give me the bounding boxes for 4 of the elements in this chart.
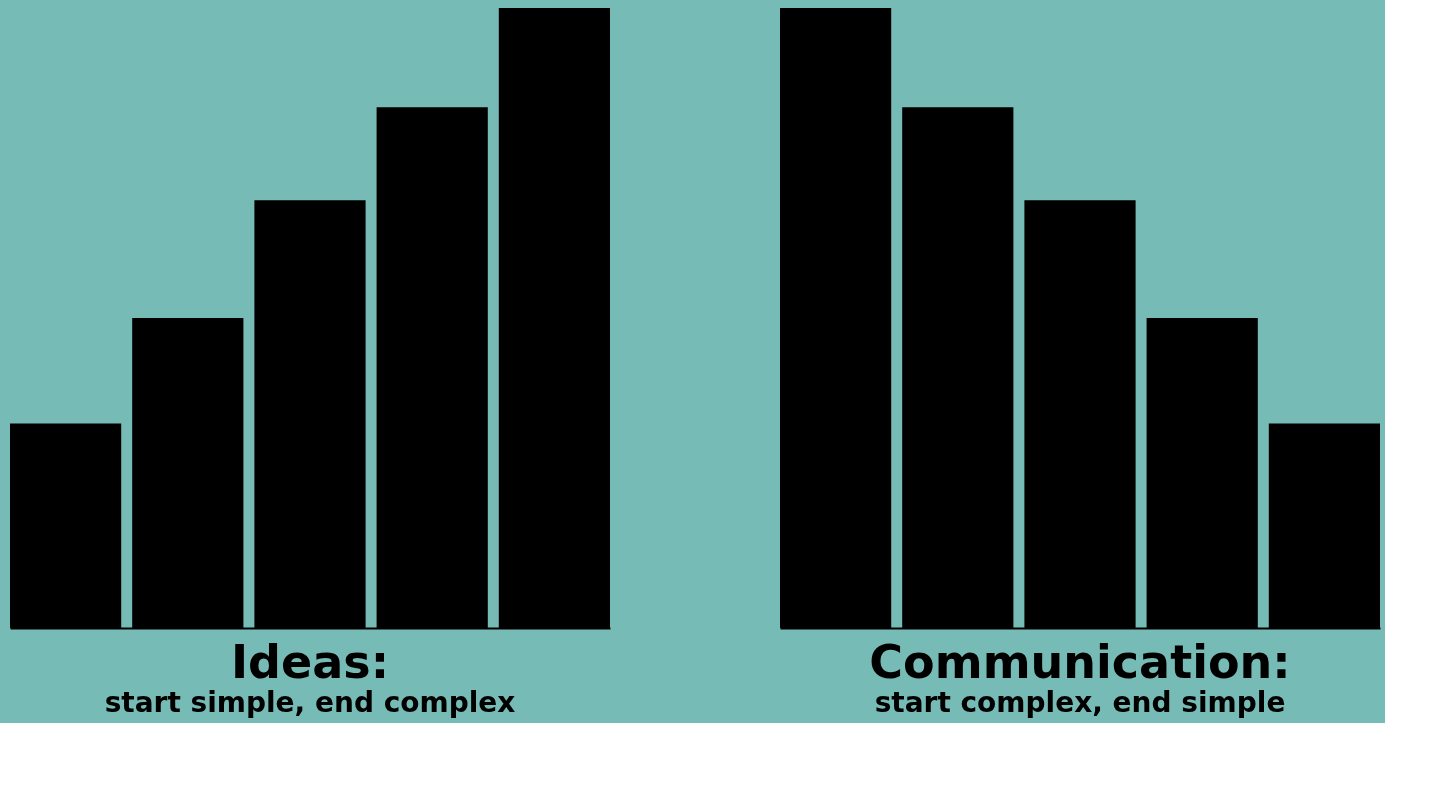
text: Communication: (869, 635, 1291, 689)
text: start simple, end complex (104, 686, 516, 719)
text: Ideas: (230, 635, 390, 689)
text: start complex, end simple (874, 686, 1286, 719)
